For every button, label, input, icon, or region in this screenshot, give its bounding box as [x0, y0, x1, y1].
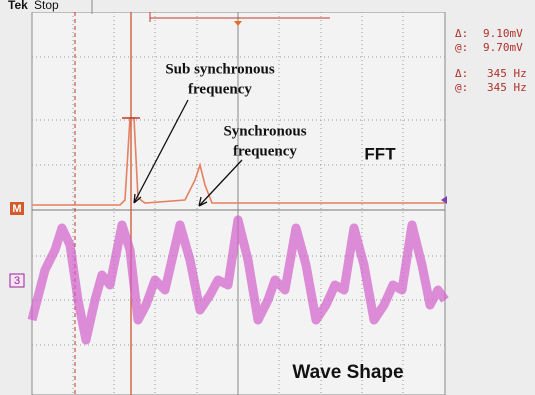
readout-value: 345 Hz	[487, 67, 527, 80]
brand: Tek	[8, 0, 28, 12]
wave-shape-label: Wave Shape	[292, 362, 403, 383]
readout-symbol: Δ:	[455, 27, 468, 40]
channel-marker: 3	[14, 275, 20, 287]
annotation: Sub synchronous	[165, 61, 275, 77]
readout-symbol: @:	[455, 81, 468, 94]
top-bar	[0, 0, 535, 12]
readout-symbol: Δ:	[455, 67, 468, 80]
readout-value: 9.10mV	[483, 27, 523, 40]
annotation: frequency	[233, 143, 297, 159]
readout-symbol: @:	[455, 41, 468, 54]
annotation: Synchronous	[223, 123, 306, 139]
scope-screen: Tek Stop Δ: 9.10mV @: 9.70mV Δ: 345 Hz @…	[0, 0, 535, 395]
math-marker: M	[12, 203, 21, 215]
status: Stop	[34, 0, 59, 12]
fft-label: FFT	[364, 144, 396, 163]
readout-value: 345 Hz	[487, 81, 527, 94]
annotation: frequency	[188, 81, 252, 97]
readout-value: 9.70mV	[483, 41, 523, 54]
